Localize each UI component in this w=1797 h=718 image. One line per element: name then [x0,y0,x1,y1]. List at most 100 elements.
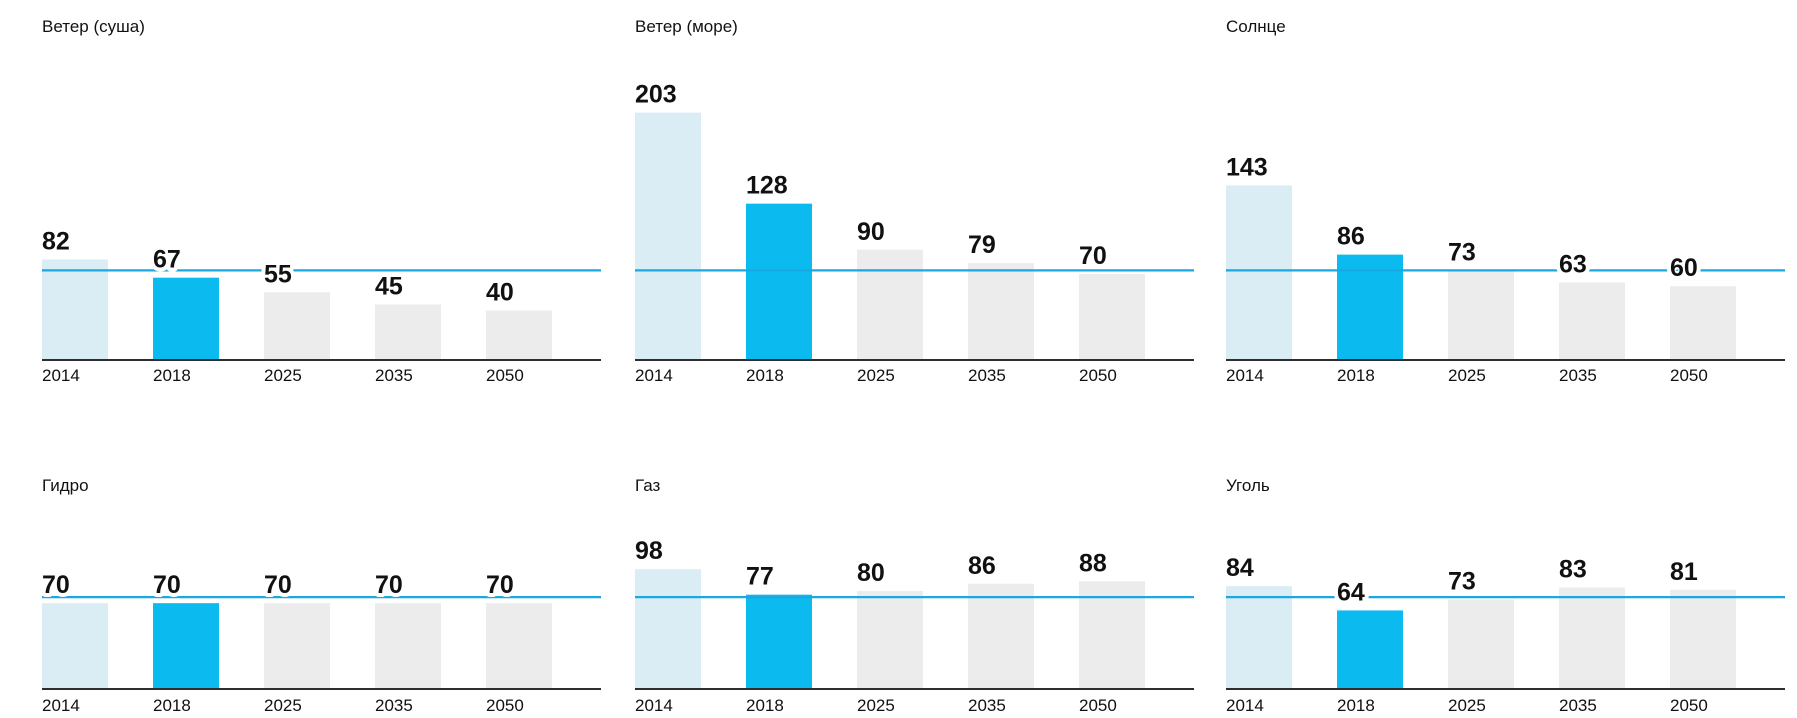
value-label: 70 [1079,242,1107,270]
value-label: 83 [1559,555,1587,583]
chart-title: Ветер (море) [635,17,738,36]
value-label: 55 [264,260,292,288]
value-label: 143 [1226,153,1268,181]
bar [968,263,1034,359]
bar [1448,599,1514,688]
x-tick-label: 2035 [375,696,413,713]
value-label: 86 [968,552,996,580]
value-label: 63 [1559,251,1587,279]
value-label: 79 [968,231,996,259]
value-label: 88 [1079,549,1107,577]
bar [1559,282,1625,359]
value-label: 70 [486,571,514,599]
value-label: 90 [857,218,885,246]
x-tick-label: 2018 [1337,696,1375,713]
bar [486,310,552,359]
value-label: 60 [1670,254,1698,282]
x-tick-label: 2050 [1670,696,1708,713]
chart-title: Ветер (суша) [42,17,145,36]
value-label: 98 [635,537,663,565]
bar [635,569,701,688]
bar [746,203,812,359]
x-tick-label: 2035 [1559,696,1597,713]
chart-title: Солнце [1226,17,1286,36]
chart-title: Газ [635,476,661,495]
x-tick-label: 2018 [746,696,784,713]
x-tick-label: 2050 [486,696,524,713]
value-label: 64 [1337,578,1365,606]
bar [1226,185,1292,359]
value-label: 81 [1670,558,1698,586]
bar-chart: Ветер (море) 203 2014 128 2018 90 2025 79 2035 70… [631,17,1194,385]
bar [857,249,923,359]
bar-chart: Газ 98 2014 77 2018 80 2025 86 2035 88 2050 [631,476,1194,715]
x-tick-label: 2035 [968,366,1006,385]
x-tick-label: 2014 [635,366,673,385]
bar [1448,270,1514,359]
bar [153,277,219,359]
chart-title: Гидро [42,476,89,495]
x-tick-label: 2025 [264,696,302,713]
x-tick-label: 2014 [1226,696,1264,713]
bar [42,603,108,688]
bar [42,259,108,359]
x-tick-label: 2025 [857,366,895,385]
x-tick-label: 2050 [1079,366,1117,385]
x-tick-label: 2025 [264,366,302,385]
value-label: 70 [375,571,403,599]
bar [375,304,441,359]
x-tick-label: 2018 [153,696,191,713]
value-label: 73 [1448,238,1476,266]
bar [264,603,330,688]
bar [1079,274,1145,359]
value-label: 70 [153,571,181,599]
bar [264,292,330,359]
bar [153,603,219,688]
value-label: 128 [746,172,788,200]
x-tick-label: 2025 [1448,696,1486,713]
value-label: 82 [42,227,70,255]
value-label: 80 [857,559,885,587]
x-tick-label: 2035 [375,366,413,385]
x-tick-label: 2014 [42,696,80,713]
bar [375,603,441,688]
x-tick-label: 2035 [1559,366,1597,385]
value-label: 40 [486,278,514,306]
x-tick-label: 2014 [42,366,80,385]
bar [1670,286,1736,359]
value-label: 73 [1448,568,1476,596]
x-tick-label: 2025 [857,696,895,713]
bar [968,583,1034,688]
value-label: 70 [42,571,70,599]
x-tick-label: 2018 [746,366,784,385]
value-label: 67 [153,246,181,274]
bar-chart: Ветер (суша) 82 2014 67 2018 55 2025 45 2035 40 20… [38,17,601,385]
x-tick-label: 2014 [1226,366,1264,385]
bar [635,112,701,359]
bar-chart: Солнце 143 2014 86 2018 73 2025 63 2035 60 2050 [1222,17,1785,385]
bar [1559,587,1625,688]
bar [1337,254,1403,359]
bar [746,594,812,688]
value-label: 84 [1226,554,1254,582]
x-tick-label: 2035 [968,696,1006,713]
x-tick-label: 2025 [1448,366,1486,385]
value-label: 70 [264,571,292,599]
bar [1079,581,1145,688]
chart-title: Уголь [1226,476,1270,495]
x-tick-label: 2018 [153,366,191,385]
bar-chart: Гидро 70 2014 70 2018 70 2025 70 2035 70 2050 [38,476,601,715]
x-tick-label: 2050 [1079,696,1117,713]
bar-chart: Уголь 84 2014 64 2018 73 2025 83 2035 81 2050 [1222,476,1785,715]
bar [486,603,552,688]
x-tick-label: 2050 [486,366,524,385]
value-label: 45 [375,272,403,300]
bar [1226,586,1292,688]
value-label: 77 [746,563,774,591]
x-tick-label: 2018 [1337,366,1375,385]
value-label: 203 [635,81,677,109]
bar [1337,610,1403,688]
bar [857,591,923,688]
x-tick-label: 2050 [1670,366,1708,385]
